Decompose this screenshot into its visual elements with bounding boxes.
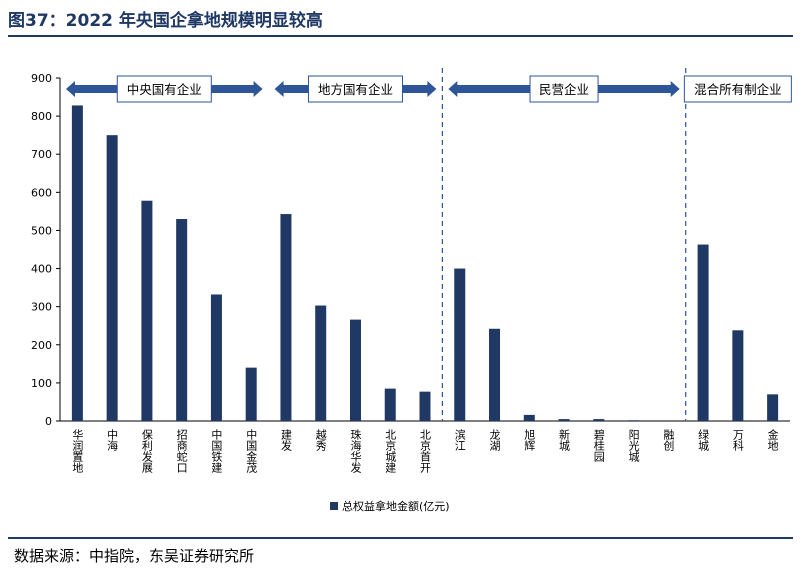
x-category-label: 碧桂园 [592,429,605,463]
bar [349,319,361,421]
bar [628,420,640,421]
y-tick-label: 300 [31,301,52,314]
group-label: 地方国有企业 [318,82,393,97]
bar [245,367,257,421]
y-tick-label: 400 [31,263,52,276]
x-category-label: 滨江 [453,428,466,451]
x-category-label: 中国金茂 [245,429,258,474]
x-category-label: 保利发展 [140,428,153,474]
bar [176,219,188,421]
bar [106,135,118,421]
bar [280,214,292,421]
bar [558,419,570,421]
y-tick-label: 200 [31,339,52,352]
y-tick-label: 900 [31,72,52,85]
bar [454,268,466,421]
group-label-box [116,75,212,103]
bar [697,244,709,421]
x-category-label: 阳光城 [627,429,640,462]
bar [210,294,222,421]
group-label: 中央国有企业 [127,82,202,97]
x-category-label: 华润置地 [71,428,84,473]
x-category-label: 金地 [766,428,779,451]
source-note: 数据来源：中指院，东吴证券研究所 [14,547,255,565]
group-label-box [307,75,403,103]
x-category-label: 建发 [279,428,292,452]
y-tick-label: 0 [45,415,52,428]
bar [593,419,605,421]
bar-chart: 0 100 200 300 400 500 600 700 800 900 华润置地 中海 保利发展 招商… [31,68,792,513]
x-category-label: 万科 [731,429,744,451]
y-tick-label: 700 [31,148,52,161]
bar [141,200,153,421]
bar [732,330,744,421]
x-category-label: 融创 [662,429,675,452]
x-category-label: 龙湖 [488,429,501,452]
legend-swatch [330,502,338,510]
bar [419,391,431,421]
x-category-label: 中国铁建 [210,429,223,474]
group-label-box [529,75,599,103]
y-tick-label: 500 [31,224,52,237]
x-category-label: 中海 [106,429,119,452]
bar [384,388,396,421]
x-category-label: 旭辉 [523,428,536,451]
y-tick-label: 800 [31,110,52,123]
x-category-label: 招商蛇口 [175,428,188,473]
bar [315,305,327,421]
group-label: 民营企业 [539,82,589,97]
figure-title: 图37：2022 年央国企拿地规模明显较高 [8,11,323,31]
group-label: 混合所有制企业 [694,82,782,97]
x-category-label: 绿城 [697,428,710,451]
x-category-label: 越秀 [314,428,327,451]
bar [767,394,779,421]
bottom-rule [8,537,793,539]
x-category-label: 新城 [558,428,571,451]
group-label-box [683,75,792,103]
y-tick-label: 600 [31,186,52,199]
x-category-label: 北京首开 [419,429,432,474]
y-tick-label: 100 [31,377,52,390]
bar [71,105,83,421]
bar [489,328,501,421]
top-rule [8,35,793,37]
x-category-label: 珠海华发 [349,428,362,474]
legend-label: 总权益拿地金额(亿元) [342,499,450,513]
bar [523,414,535,421]
x-category-label: 北京城建 [384,429,397,474]
